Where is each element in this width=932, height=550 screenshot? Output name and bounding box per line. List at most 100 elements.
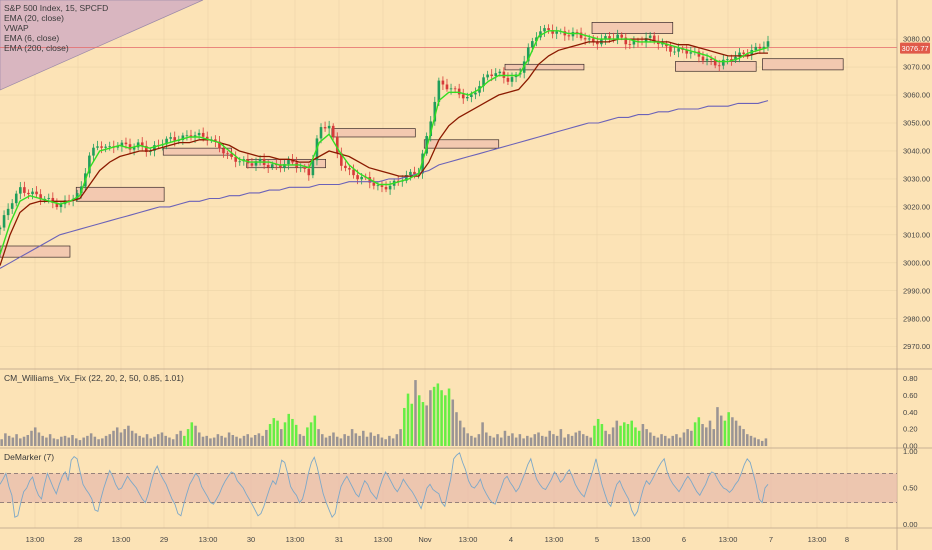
vix-bar xyxy=(298,434,302,446)
demarker-axis-labels[interactable]: 1.00 0.50 0.00 xyxy=(903,447,918,529)
time-tick-label: 7 xyxy=(769,535,773,544)
candle xyxy=(234,151,237,168)
vix-bar xyxy=(164,435,167,446)
vix-bar xyxy=(701,424,704,446)
time-tick-label: 13:00 xyxy=(459,535,478,544)
candle xyxy=(474,87,477,100)
vix-bar xyxy=(41,435,44,446)
vix-bar xyxy=(473,437,477,446)
candle xyxy=(169,132,172,143)
vix-bar xyxy=(697,417,701,446)
price-tick-label: 3000.00 xyxy=(903,258,930,267)
vix-bar xyxy=(33,427,37,446)
candle xyxy=(697,48,701,63)
vix-bar xyxy=(201,436,205,446)
vix-bar xyxy=(60,436,63,446)
candle xyxy=(535,32,538,47)
vix-bar xyxy=(738,425,742,446)
vix-bar xyxy=(503,430,507,446)
vix-bar xyxy=(492,437,496,446)
vix-bar xyxy=(246,434,249,446)
vix-bar xyxy=(250,437,253,446)
drawing-triangle[interactable] xyxy=(0,0,204,91)
candle xyxy=(591,35,595,46)
time-tick-label: 13:00 xyxy=(199,535,218,544)
vix-bar xyxy=(425,405,428,446)
vix-bar xyxy=(67,437,71,446)
vix-bar xyxy=(71,435,74,446)
vix-bar xyxy=(313,415,317,446)
candle xyxy=(555,26,558,39)
vix-bar xyxy=(406,393,410,446)
candle xyxy=(128,138,132,154)
vix-bar xyxy=(19,438,22,446)
vix-bar xyxy=(436,383,440,446)
zone-box xyxy=(331,128,416,138)
last-price-text: 3076.77 xyxy=(901,44,928,53)
vix-bar xyxy=(440,390,443,446)
vix-bar xyxy=(365,436,369,446)
vix-bar xyxy=(585,435,589,446)
vix-bar xyxy=(540,435,544,446)
candle xyxy=(539,26,542,41)
vix-bar xyxy=(335,436,339,446)
candle xyxy=(230,148,233,160)
vix-bar xyxy=(593,425,596,446)
vix-bar xyxy=(156,434,160,446)
vix-bar xyxy=(101,438,104,446)
candle xyxy=(506,72,510,86)
vix-bar xyxy=(291,418,294,446)
demarker-label[interactable]: DeMarker (7) xyxy=(4,452,55,462)
vix-bar xyxy=(637,430,641,446)
vix-fix-label[interactable]: CM_Williams_Vix_Fix (22, 20, 2, 50, 0.85… xyxy=(4,373,184,383)
zone-box xyxy=(762,58,844,71)
vix-bar xyxy=(328,435,332,446)
symbol-title[interactable]: S&P 500 Index, 15, SPCFD xyxy=(4,3,109,13)
candle xyxy=(238,157,242,166)
zone-box xyxy=(423,139,500,149)
vix-bar xyxy=(123,429,126,446)
vix-bar xyxy=(205,435,208,446)
vix-bar xyxy=(52,438,56,446)
candle xyxy=(461,88,465,104)
candle xyxy=(726,56,729,65)
candle xyxy=(340,147,343,171)
legend-ema-20[interactable]: EMA (20, close) xyxy=(4,13,64,23)
demarker-tick-label: 0.00 xyxy=(903,520,918,529)
legend-vwap[interactable]: VWAP xyxy=(4,23,29,33)
vix-axis-labels[interactable]: 0.80 0.60 0.40 0.20 0.00 xyxy=(903,374,918,451)
vix-bar xyxy=(682,432,686,446)
legend-ema-200[interactable]: EMA (200, close) xyxy=(4,43,69,53)
vix-bar xyxy=(652,435,656,446)
price-axis-labels[interactable]: 3080.00 3070.00 3060.00 3050.00 3040.00 3030.… xyxy=(903,35,930,352)
vix-bar xyxy=(309,422,313,446)
candle xyxy=(494,68,498,81)
candle xyxy=(429,116,433,142)
ema-6-line xyxy=(0,30,769,255)
candle xyxy=(104,144,107,153)
candle xyxy=(35,186,38,198)
vix-bar xyxy=(97,439,100,446)
candle xyxy=(352,164,355,179)
vix-bar xyxy=(183,435,186,446)
vix-bar xyxy=(533,434,537,446)
vix-bar xyxy=(227,432,231,446)
vix-bar xyxy=(444,395,447,446)
legend-ema-6[interactable]: EMA (6, close) xyxy=(4,33,60,43)
vix-bar xyxy=(22,436,26,446)
vix-bar xyxy=(719,415,723,446)
vix-bar xyxy=(671,435,674,446)
vix-bar xyxy=(48,434,52,446)
candle xyxy=(632,36,636,49)
vix-bar xyxy=(4,433,7,446)
candle xyxy=(669,42,672,57)
vix-tick-label: 0.20 xyxy=(903,425,918,434)
candle xyxy=(758,43,762,54)
vix-bar xyxy=(45,437,48,446)
candle xyxy=(344,161,347,172)
vix-bar xyxy=(56,439,59,446)
time-axis-labels[interactable]: 13:00 28 13:00 29 13:00 30 13:00 31 13:00 Nov 13:0… xyxy=(26,535,849,544)
vix-bar xyxy=(287,413,290,446)
vix-bar xyxy=(149,438,153,446)
